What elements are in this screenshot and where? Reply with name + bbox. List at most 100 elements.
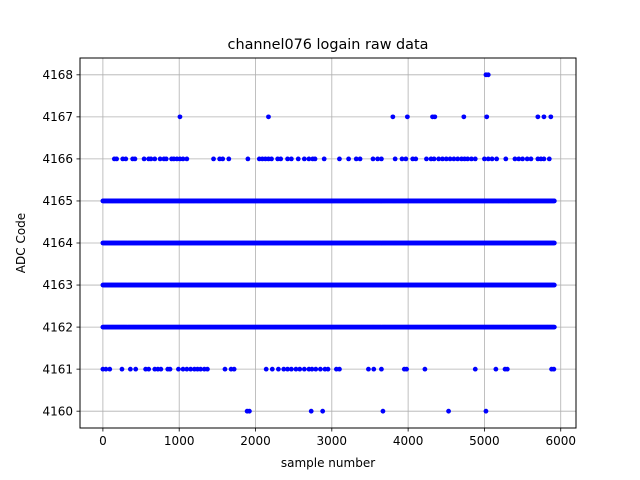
- data-point: [301, 366, 307, 372]
- data-point: [551, 240, 557, 246]
- data-point: [504, 366, 510, 372]
- data-point: [308, 408, 314, 414]
- y-tick-label: 4160: [42, 404, 73, 418]
- data-point: [493, 366, 499, 372]
- data-point: [107, 366, 113, 372]
- data-point: [469, 156, 474, 162]
- data-point: [337, 156, 342, 162]
- data-point: [306, 156, 312, 162]
- data-point: [205, 366, 210, 372]
- x-axis-label: sample number: [281, 456, 375, 470]
- data-point: [528, 156, 534, 162]
- data-point: [379, 366, 384, 372]
- data-point: [163, 156, 169, 162]
- data-point: [263, 366, 269, 372]
- data-point: [180, 156, 186, 162]
- y-tick-label: 4167: [42, 110, 73, 124]
- data-point: [404, 366, 409, 372]
- data-point: [482, 156, 487, 162]
- x-tick-label: 4000: [393, 434, 424, 448]
- data-point: [312, 156, 318, 162]
- data-point: [472, 366, 478, 372]
- data-point: [512, 156, 518, 162]
- data-point: [337, 366, 342, 372]
- data-point: [541, 114, 547, 120]
- data-point: [440, 156, 445, 162]
- data-point: [141, 156, 147, 162]
- data-point: [524, 156, 530, 162]
- data-point: [503, 156, 509, 162]
- data-point: [157, 156, 163, 162]
- data-point: [465, 156, 471, 162]
- data-point: [127, 366, 133, 372]
- data-point: [320, 408, 326, 414]
- x-tick-label: 2000: [240, 434, 271, 448]
- data-point: [114, 156, 120, 162]
- data-point: [167, 366, 173, 372]
- data-point: [293, 366, 299, 372]
- data-point: [392, 156, 398, 162]
- data-point: [541, 156, 547, 162]
- y-tick-label: 4161: [42, 362, 73, 376]
- data-point: [346, 156, 351, 162]
- data-point: [431, 156, 437, 162]
- data-point: [371, 366, 377, 372]
- data-point: [321, 156, 327, 162]
- data-point: [357, 156, 363, 162]
- data-point: [297, 366, 303, 372]
- data-point: [301, 156, 307, 162]
- data-point: [231, 366, 237, 372]
- x-tick-label: 3000: [317, 434, 348, 448]
- data-point: [422, 366, 428, 372]
- data-point: [247, 408, 252, 414]
- data-point: [489, 156, 495, 162]
- data-point: [325, 366, 331, 372]
- data-point: [295, 156, 301, 162]
- data-point: [177, 114, 183, 120]
- data-point: [148, 156, 154, 162]
- data-point: [269, 156, 274, 162]
- data-point: [546, 156, 552, 162]
- data-point: [551, 366, 557, 372]
- data-point: [535, 114, 541, 120]
- data-point: [370, 156, 376, 162]
- data-point: [548, 114, 554, 120]
- data-point: [288, 366, 294, 372]
- data-point: [403, 156, 409, 162]
- data-point: [269, 366, 275, 372]
- x-tick-label: 0: [99, 434, 107, 448]
- data-point: [288, 156, 294, 162]
- y-tick-label: 4165: [42, 194, 73, 208]
- data-point: [375, 156, 380, 162]
- data-point: [176, 366, 181, 372]
- data-point: [188, 366, 194, 372]
- data-point: [285, 366, 290, 372]
- chart-title: channel076 logain raw data: [228, 37, 429, 53]
- data-point: [313, 366, 319, 372]
- data-point: [494, 156, 500, 162]
- data-point: [380, 408, 386, 414]
- data-point: [184, 366, 190, 372]
- data-point: [123, 156, 129, 162]
- x-tick-label: 1000: [164, 434, 195, 448]
- data-point: [432, 114, 438, 120]
- data-point: [152, 156, 158, 162]
- data-point: [317, 366, 323, 372]
- data-point: [446, 408, 451, 414]
- data-point: [132, 156, 138, 162]
- data-point: [119, 366, 125, 372]
- data-point: [424, 156, 429, 162]
- data-point: [281, 366, 287, 372]
- data-point: [447, 156, 453, 162]
- y-axis-label: ADC Code: [14, 213, 28, 273]
- data-point: [211, 156, 216, 162]
- data-point: [285, 156, 290, 162]
- data-point: [158, 366, 164, 372]
- data-point: [484, 114, 490, 120]
- x-tick-label: 5000: [469, 434, 500, 448]
- data-point: [551, 198, 557, 204]
- data-point: [399, 156, 405, 162]
- data-point: [472, 156, 478, 162]
- data-point: [485, 72, 491, 78]
